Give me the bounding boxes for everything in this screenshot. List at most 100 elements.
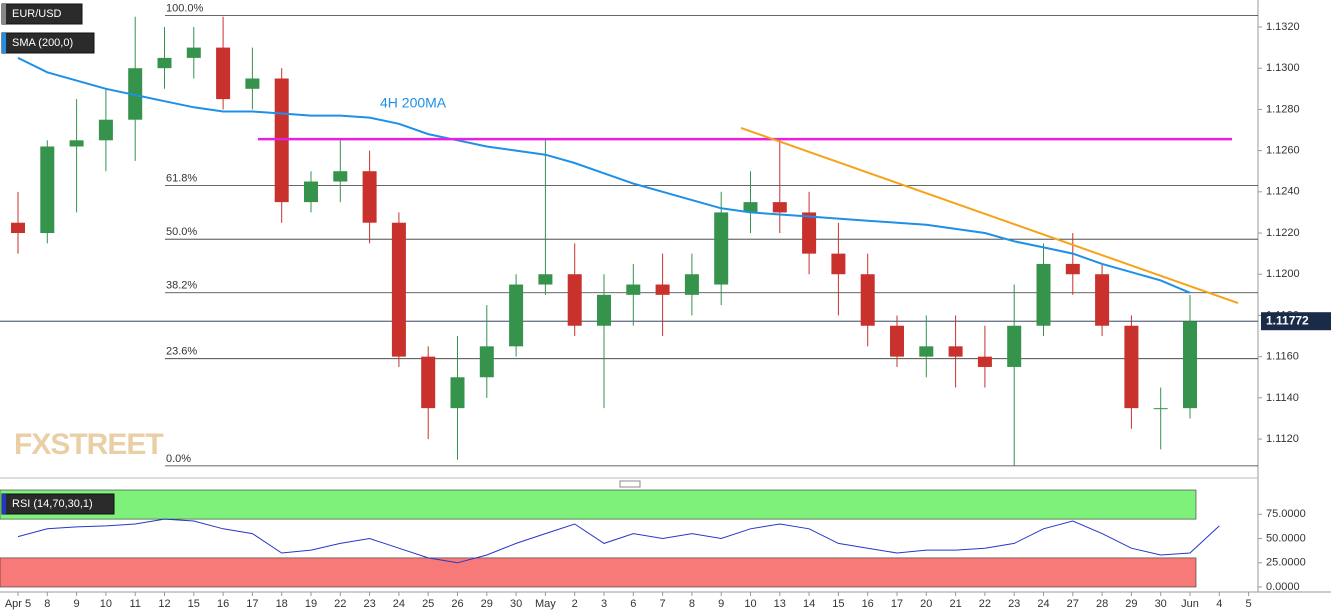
candle-body — [450, 377, 465, 409]
x-tick-label: 29 — [481, 598, 493, 610]
candle-body — [479, 346, 494, 378]
candle-body — [1007, 325, 1022, 367]
candle-body — [538, 274, 553, 285]
candle-body — [128, 68, 143, 120]
x-tick-label: 28 — [1096, 598, 1108, 610]
fib-label: 100.0% — [166, 3, 204, 15]
trend-line — [740, 127, 1239, 305]
y-tick-label: 1.1160 — [1266, 351, 1299, 363]
x-tick-label: May — [535, 598, 556, 610]
x-tick-label: 13 — [774, 598, 786, 610]
fib-label: 50.0% — [166, 226, 197, 238]
x-tick-label: 23 — [1008, 598, 1020, 610]
x-tick-label: 22 — [979, 598, 991, 610]
candle-body — [509, 284, 524, 347]
x-tick-label: 3 — [601, 598, 607, 610]
watermark: FXSTREET — [14, 428, 163, 461]
x-tick-label: Jun — [1181, 598, 1199, 610]
y-tick-label: 50.0000 — [1266, 532, 1306, 544]
x-tick-label: 25 — [422, 598, 434, 610]
y-tick-label: 75.0000 — [1266, 508, 1306, 520]
x-tick-label: 10 — [744, 598, 756, 610]
panel-handle — [619, 480, 641, 488]
candle-body — [304, 181, 318, 203]
x-tick-label: 17 — [891, 598, 903, 610]
x-tick-label: 26 — [451, 598, 463, 610]
candle-body — [333, 171, 348, 182]
candle-body — [1036, 263, 1051, 326]
price-tag-label: 1.11772 — [1266, 313, 1309, 327]
x-tick-label: Apr 5 — [5, 598, 31, 610]
fib-label: 38.2% — [166, 280, 197, 292]
x-tick-label: 27 — [1067, 598, 1079, 610]
candle-body — [1095, 274, 1110, 326]
legend-swatch — [2, 494, 6, 514]
candle-body — [831, 253, 846, 275]
x-tick-label: 14 — [803, 598, 815, 610]
candle-body — [1153, 408, 1168, 410]
x-tick-label: 7 — [660, 598, 666, 610]
candle-body — [1183, 321, 1197, 409]
x-tick-label: 23 — [363, 598, 375, 610]
candle-body — [802, 212, 817, 254]
candle-body — [40, 146, 55, 234]
x-tick-label: 22 — [334, 598, 346, 610]
candle-body — [714, 212, 729, 285]
candle-body — [567, 274, 582, 326]
candle-body — [919, 346, 934, 357]
x-tick-label: 10 — [100, 598, 112, 610]
legend-label: EUR/USD — [12, 8, 62, 20]
candle-body — [860, 274, 875, 326]
x-tick-label: 29 — [1125, 598, 1137, 610]
y-tick-label: 0.0000 — [1266, 581, 1300, 593]
x-tick-label: 2 — [572, 598, 578, 610]
legend-swatch — [2, 33, 6, 53]
legend-label: SMA (200,0) — [12, 37, 73, 49]
x-tick-label: 9 — [74, 598, 80, 610]
x-tick-label: 24 — [1037, 598, 1049, 610]
candle-body — [890, 325, 904, 357]
x-tick-label: 16 — [862, 598, 874, 610]
y-tick-label: 1.1240 — [1266, 186, 1300, 198]
annotation: 4H 200MA — [380, 95, 447, 111]
x-tick-label: 30 — [510, 598, 522, 610]
candle-body — [743, 202, 758, 213]
candle-body — [948, 346, 963, 357]
legend-label: RSI (14,70,30,1) — [12, 498, 93, 510]
y-tick-label: 1.1120 — [1266, 433, 1299, 445]
x-tick-label: 4 — [1216, 598, 1222, 610]
candle-body — [11, 222, 25, 234]
fib-label: 0.0% — [166, 453, 191, 465]
candle-body — [684, 274, 699, 295]
x-tick-label: 15 — [188, 598, 200, 610]
candle-body — [216, 47, 231, 100]
x-tick-label: 15 — [832, 598, 844, 610]
candle-body — [626, 284, 641, 295]
x-tick-label: 6 — [630, 598, 636, 610]
x-tick-label: 12 — [158, 598, 170, 610]
x-tick-label: 8 — [44, 598, 50, 610]
candle-body — [69, 140, 84, 147]
candle-body — [157, 57, 172, 69]
sma-line — [17, 57, 1191, 294]
y-tick-label: 25.0000 — [1266, 557, 1306, 569]
x-tick-label: 30 — [1155, 598, 1167, 610]
rsi-band — [0, 489, 1197, 520]
x-tick-label: 21 — [949, 598, 961, 610]
x-tick-label: 11 — [129, 598, 140, 610]
y-tick-label: 1.1280 — [1266, 103, 1300, 115]
candle-body — [186, 47, 201, 58]
candle-body — [1065, 263, 1080, 275]
candle-body — [597, 294, 611, 326]
candle-body — [655, 284, 670, 295]
legend-swatch — [2, 4, 6, 24]
x-tick-label: 16 — [217, 598, 229, 610]
x-tick-label: 9 — [718, 598, 724, 610]
price-tag — [1261, 312, 1331, 331]
x-tick-label: 24 — [393, 598, 405, 610]
y-tick-label: 1.1260 — [1266, 145, 1300, 157]
fib-label: 23.6% — [166, 346, 197, 358]
candle-body — [1124, 325, 1139, 409]
candle-body — [362, 171, 377, 223]
